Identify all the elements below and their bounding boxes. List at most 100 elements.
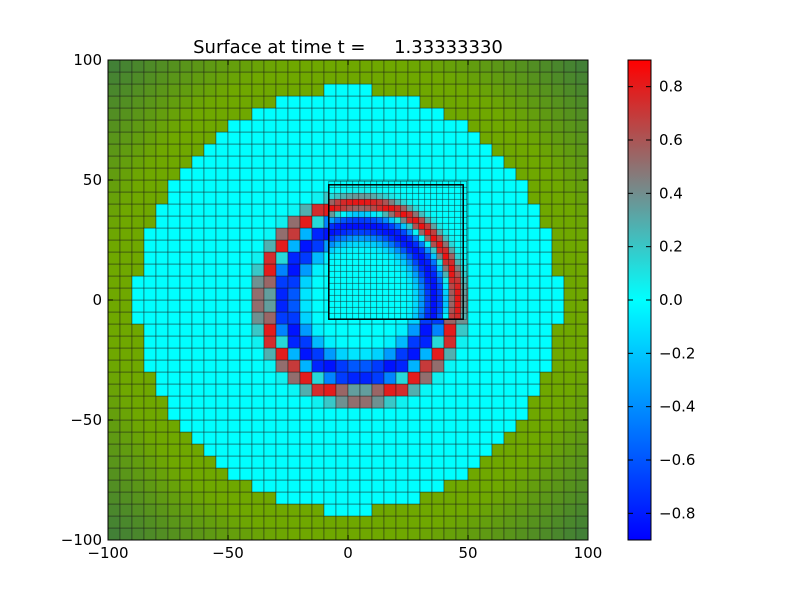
grid-cell xyxy=(263,371,277,385)
fine-cell xyxy=(430,216,438,224)
fine-cell xyxy=(418,282,426,290)
fine-cell xyxy=(412,234,420,242)
grid-cell xyxy=(455,371,469,385)
grid-cell xyxy=(551,407,565,421)
fine-cell xyxy=(328,270,336,278)
grid-cell xyxy=(551,371,565,385)
colorbar-tick-label: −0.8 xyxy=(659,504,695,522)
grid-cell xyxy=(395,131,409,145)
grid-cell xyxy=(179,443,193,457)
fine-cell xyxy=(394,192,402,200)
grid-cell xyxy=(263,107,277,121)
grid-cell xyxy=(371,479,385,493)
grid-cell xyxy=(203,155,217,169)
grid-cell xyxy=(515,287,529,301)
grid-cell xyxy=(215,419,229,433)
grid-cell xyxy=(527,455,541,469)
grid-cell xyxy=(215,359,229,373)
grid-cell xyxy=(155,383,169,397)
grid-cell xyxy=(155,167,169,181)
grid-cell xyxy=(191,299,205,313)
fine-cell xyxy=(406,204,414,212)
fine-cell xyxy=(328,258,336,266)
grid-cell xyxy=(239,155,253,169)
grid-cell xyxy=(443,479,457,493)
grid-cell xyxy=(491,191,505,205)
grid-cell xyxy=(563,323,577,337)
grid-cell xyxy=(299,191,313,205)
grid-cell xyxy=(203,203,217,217)
grid-cell xyxy=(143,251,157,265)
fine-cell xyxy=(376,270,384,278)
fine-cell xyxy=(382,246,390,254)
grid-cell xyxy=(575,155,588,169)
grid-cell xyxy=(143,143,157,157)
grid-cell xyxy=(287,179,301,193)
fine-cell xyxy=(388,300,396,308)
fine-cell xyxy=(370,300,378,308)
grid-cell xyxy=(371,143,385,157)
grid-cell xyxy=(431,131,445,145)
grid-cell xyxy=(167,299,181,313)
fine-cell xyxy=(340,246,348,254)
grid-cell xyxy=(563,395,577,409)
grid-cell xyxy=(323,167,337,181)
fine-cell xyxy=(394,306,402,314)
grid-cell xyxy=(275,395,289,409)
grid-cell xyxy=(108,335,121,349)
grid-cell xyxy=(275,83,289,97)
grid-cell xyxy=(263,311,277,325)
grid-cell xyxy=(287,503,301,517)
grid-cell xyxy=(479,95,493,109)
grid-cell xyxy=(467,299,481,313)
fine-cell xyxy=(394,222,402,230)
grid-cell xyxy=(347,407,361,421)
grid-cell xyxy=(419,83,433,97)
grid-cell xyxy=(287,431,301,445)
grid-cell xyxy=(407,359,421,373)
grid-cell xyxy=(143,467,157,481)
grid-cell xyxy=(203,60,217,73)
grid-cell xyxy=(347,95,361,109)
grid-cell xyxy=(299,443,313,457)
grid-cell xyxy=(155,479,169,493)
grid-cell xyxy=(275,203,289,217)
fine-cell xyxy=(424,222,432,230)
grid-cell xyxy=(395,347,409,361)
grid-cell xyxy=(515,527,529,540)
fine-cell xyxy=(352,294,360,302)
grid-cell xyxy=(287,143,301,157)
grid-cell xyxy=(527,191,541,205)
grid-cell xyxy=(251,107,265,121)
grid-cell xyxy=(455,431,469,445)
grid-cell xyxy=(179,215,193,229)
grid-cell xyxy=(215,263,229,277)
fine-cell xyxy=(442,192,450,200)
fine-cell xyxy=(376,294,384,302)
grid-cell xyxy=(311,119,325,133)
grid-cell xyxy=(167,251,181,265)
fine-cell xyxy=(454,300,462,308)
grid-cell xyxy=(167,203,181,217)
fine-cell xyxy=(436,300,444,308)
grid-cell xyxy=(371,71,385,85)
grid-cell xyxy=(108,515,121,529)
grid-cell xyxy=(251,251,265,265)
grid-cell xyxy=(479,179,493,193)
grid-cell xyxy=(323,479,337,493)
grid-cell xyxy=(539,95,553,109)
grid-cell xyxy=(467,419,481,433)
grid-cell xyxy=(323,395,337,409)
colorbar-tick-label: 0.8 xyxy=(659,78,683,96)
fine-cell xyxy=(394,198,402,206)
grid-cell xyxy=(443,467,457,481)
fine-cell xyxy=(358,258,366,266)
grid-cell xyxy=(515,491,529,505)
fine-cell xyxy=(370,240,378,248)
grid-cell xyxy=(203,143,217,157)
grid-cell xyxy=(491,527,505,540)
fine-cell xyxy=(406,234,414,242)
fine-cell xyxy=(328,192,336,200)
grid-cell xyxy=(263,479,277,493)
grid-cell xyxy=(431,443,445,457)
